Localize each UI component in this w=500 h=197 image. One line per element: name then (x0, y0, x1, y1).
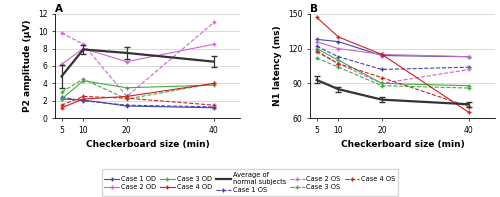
X-axis label: Checkerboard size (min): Checkerboard size (min) (86, 140, 210, 149)
Text: B: B (310, 4, 318, 14)
Text: A: A (55, 4, 63, 14)
Y-axis label: N1 latency (ms): N1 latency (ms) (274, 26, 282, 106)
X-axis label: Checkerboard size (min): Checkerboard size (min) (340, 140, 464, 149)
Y-axis label: P2 amplitude (μV): P2 amplitude (μV) (23, 20, 32, 112)
Legend: Case 1 OD, Case 2 OD, Case 3 OD, Case 4 OD, Average of
normal subjects, Case 1 O: Case 1 OD, Case 2 OD, Case 3 OD, Case 4 … (102, 169, 399, 196)
